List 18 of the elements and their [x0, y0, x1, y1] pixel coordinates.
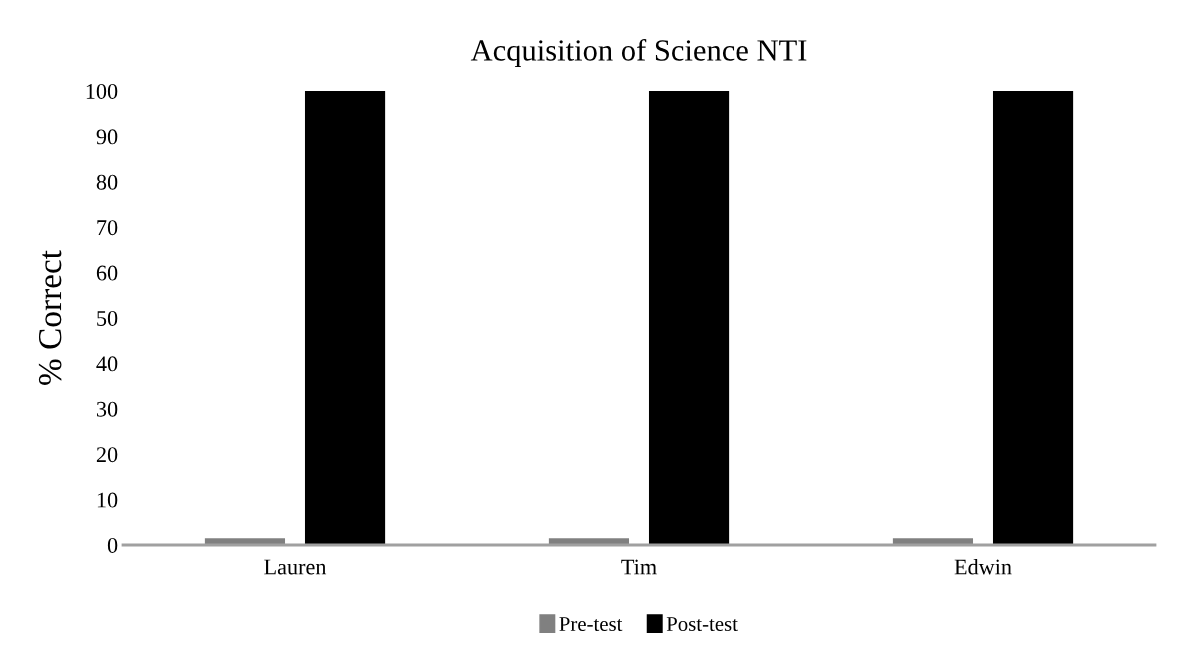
y-tick-label: 0: [107, 537, 118, 553]
y-tick-label: 10: [97, 492, 118, 508]
x-tick-label: Edwin: [954, 558, 1012, 575]
y-tick-label: 20: [96, 447, 118, 463]
y-tick-label: 100: [86, 83, 118, 99]
y-tick-label: 90: [96, 129, 118, 145]
y-tick-label: 60: [96, 265, 118, 281]
y-tick-label: 30: [96, 401, 118, 417]
x-tick-label: Tim: [621, 559, 657, 575]
legend-label: Pre-test: [559, 617, 623, 631]
legend-label: Post-test: [666, 617, 738, 631]
chart-title: Acquisition of Science NTI: [470, 38, 807, 67]
y-tick-label: 50: [97, 310, 118, 326]
y-tick-label: 70: [97, 220, 118, 236]
y-tick-label: 80: [96, 174, 118, 190]
y-tick-label: 40: [96, 356, 118, 372]
x-tick-label: Lauren: [264, 559, 327, 575]
y-axis-title: % Correct: [38, 250, 62, 385]
